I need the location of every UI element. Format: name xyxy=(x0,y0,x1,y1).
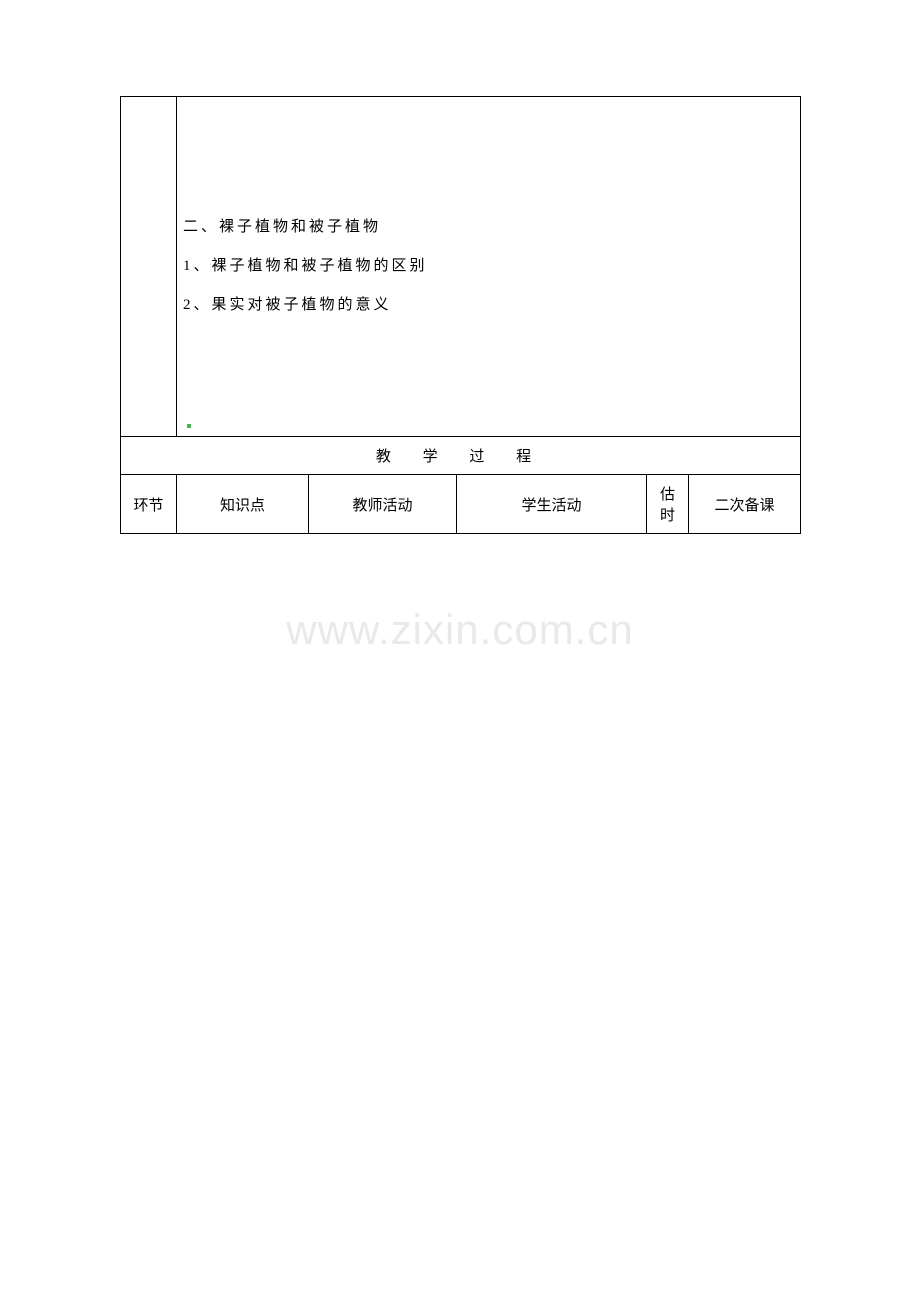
content-row: 二、裸子植物和被子植物 1、裸子植物和被子植物的区别 2、果实对被子植物的意义 xyxy=(121,97,801,437)
section-title: 二、裸子植物和被子植物 xyxy=(183,208,794,247)
col-header-1: 环节 xyxy=(121,475,177,534)
process-header-row: 教 学 过 程 xyxy=(121,437,801,475)
content-item-2: 2、果实对被子植物的意义 xyxy=(183,286,794,325)
col-header-3: 教师活动 xyxy=(309,475,457,534)
col-header-5: 估时 xyxy=(647,475,689,534)
col-header-6: 二次备课 xyxy=(689,475,801,534)
col-header-2: 知识点 xyxy=(177,475,309,534)
process-header: 教 学 过 程 xyxy=(121,437,801,475)
content-item-1: 1、裸子植物和被子植物的区别 xyxy=(183,247,794,286)
watermark: www.zixin.com.cn xyxy=(0,606,920,654)
col-header-4: 学生活动 xyxy=(457,475,647,534)
content-cell: 二、裸子植物和被子植物 1、裸子植物和被子植物的区别 2、果实对被子植物的意义 xyxy=(177,97,801,437)
marker-dot xyxy=(187,424,191,428)
page: 二、裸子植物和被子植物 1、裸子植物和被子植物的区别 2、果实对被子植物的意义 … xyxy=(0,0,920,534)
left-stub-cell xyxy=(121,97,177,437)
lesson-table: 二、裸子植物和被子植物 1、裸子植物和被子植物的区别 2、果实对被子植物的意义 … xyxy=(120,96,801,534)
column-header-row: 环节 知识点 教师活动 学生活动 估时 二次备课 xyxy=(121,475,801,534)
